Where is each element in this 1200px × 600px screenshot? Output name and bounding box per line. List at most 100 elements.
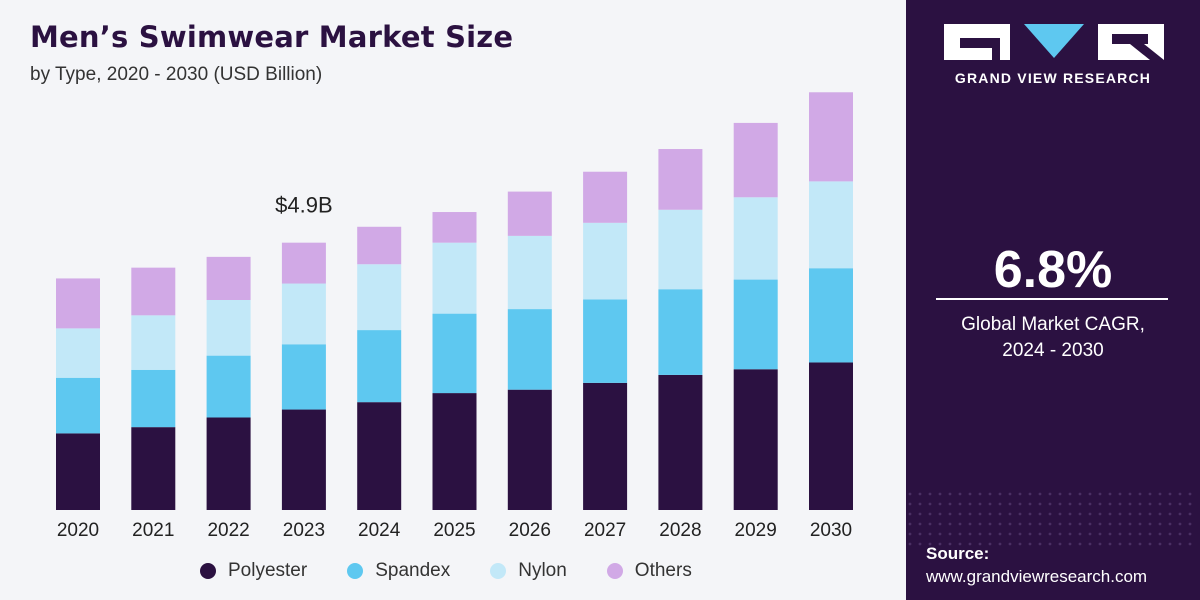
bar-segment-nylon-2030 (809, 181, 853, 269)
pattern-dot (1078, 512, 1082, 516)
pattern-dot (1028, 522, 1032, 526)
pattern-dot (1088, 512, 1092, 516)
legend-swatch (606, 563, 623, 579)
pattern-dot (1098, 492, 1102, 496)
data-label-2023: $4.9B (275, 193, 333, 218)
pattern-dot (1178, 532, 1182, 536)
pattern-dot (1048, 492, 1052, 496)
pattern-dot (1158, 512, 1162, 516)
pattern-dot (968, 492, 972, 496)
pattern-dot (1048, 512, 1052, 516)
x-tick-label: 2028 (659, 520, 701, 541)
pattern-dot (918, 522, 922, 526)
pattern-dot (1048, 502, 1052, 506)
bar-segment-others-2023 (281, 242, 326, 284)
pattern-dot (1118, 512, 1122, 516)
pattern-dot (1108, 542, 1112, 546)
pattern-dot (1088, 522, 1092, 526)
pattern-dot (1038, 522, 1042, 526)
pattern-dot (1138, 512, 1142, 516)
bar-segment-nylon-2028 (658, 209, 703, 290)
pattern-dot (1108, 522, 1112, 526)
x-tick-label: 2026 (509, 520, 551, 541)
pattern-dot (1118, 532, 1122, 536)
pattern-dot (1038, 512, 1042, 516)
pattern-dot (1058, 492, 1062, 496)
pattern-dot (908, 492, 912, 496)
pattern-dot (1128, 492, 1132, 496)
chart-subtitle: by Type, 2020 - 2030 (USD Billion) (30, 64, 323, 85)
pattern-dot (968, 502, 972, 506)
chart-panel: Men’s Swimwear Market Size by Type, 2020… (0, 0, 906, 600)
cagr-label-line2: 2024 - 2030 (1002, 340, 1104, 361)
pattern-dot (1008, 492, 1012, 496)
pattern-dot (1148, 522, 1152, 526)
bar-segment-others-2028 (658, 149, 703, 210)
bar-segment-others-2021 (131, 267, 176, 316)
pattern-dot (978, 542, 982, 546)
pattern-dot (918, 512, 922, 516)
pattern-dot (928, 492, 932, 496)
pattern-dot (1078, 522, 1082, 526)
pattern-dot (988, 502, 992, 506)
pattern-dot (1138, 502, 1142, 506)
pattern-dot (1018, 542, 1022, 546)
pattern-dot (1018, 532, 1022, 536)
info-panel: GRAND VIEW RESEARCH 6.8% Global Market C… (906, 0, 1200, 600)
pattern-dot (1038, 502, 1042, 506)
pattern-dot (908, 502, 912, 506)
pattern-dot (1158, 492, 1162, 496)
bar-segment-spandex-2021 (131, 369, 176, 428)
pattern-dot (958, 542, 962, 546)
pattern-dot (1088, 542, 1092, 546)
pattern-dot (1098, 512, 1102, 516)
pattern-dot (908, 522, 912, 526)
pattern-dot (988, 532, 992, 536)
pattern-dot (1028, 532, 1032, 536)
pattern-dot (1148, 512, 1152, 516)
pattern-dot (918, 502, 922, 506)
pattern-dot (1118, 542, 1122, 546)
source-link[interactable]: www.grandviewresearch.com (926, 567, 1148, 586)
pattern-dot (908, 532, 912, 536)
bar-segment-others-2020 (56, 278, 100, 329)
pattern-dot (1148, 502, 1152, 506)
pattern-dot (1088, 502, 1092, 506)
pattern-dot (1068, 512, 1072, 516)
pattern-dot (978, 502, 982, 506)
pattern-dot (938, 532, 942, 536)
pattern-dot (1058, 502, 1062, 506)
pattern-dot (988, 492, 992, 496)
pattern-dot (1008, 522, 1012, 526)
bar-segment-polyester-2020 (56, 433, 100, 510)
pattern-dot (938, 492, 942, 496)
bar-segment-others-2026 (507, 191, 552, 236)
pattern-dot (948, 502, 952, 506)
bar-segment-spandex-2028 (658, 289, 703, 375)
pattern-dot (1128, 512, 1132, 516)
pattern-dot (1168, 522, 1172, 526)
bar-segment-spandex-2029 (733, 279, 778, 370)
pattern-dot (918, 542, 922, 546)
pattern-dot (968, 522, 972, 526)
pattern-dot (1168, 502, 1172, 506)
pattern-dot (928, 502, 932, 506)
pattern-dot (968, 542, 972, 546)
pattern-dot (1158, 522, 1162, 526)
pattern-dot (1008, 512, 1012, 516)
pattern-dot (1118, 522, 1122, 526)
chart-legend: Polyester Spandex Nylon Others (200, 560, 732, 582)
pattern-dot (948, 522, 952, 526)
pattern-dot (1038, 492, 1042, 496)
bar-segment-spandex-2023 (281, 344, 326, 410)
pattern-dot (1058, 522, 1062, 526)
pattern-dot (1078, 542, 1082, 546)
pattern-dot (1188, 512, 1192, 516)
bar-segment-polyester-2026 (507, 389, 552, 510)
pattern-dot (1148, 492, 1152, 496)
pattern-dot (1168, 532, 1172, 536)
pattern-dot (1068, 522, 1072, 526)
decorative-dot-pattern (908, 492, 1192, 546)
pattern-dot (958, 492, 962, 496)
